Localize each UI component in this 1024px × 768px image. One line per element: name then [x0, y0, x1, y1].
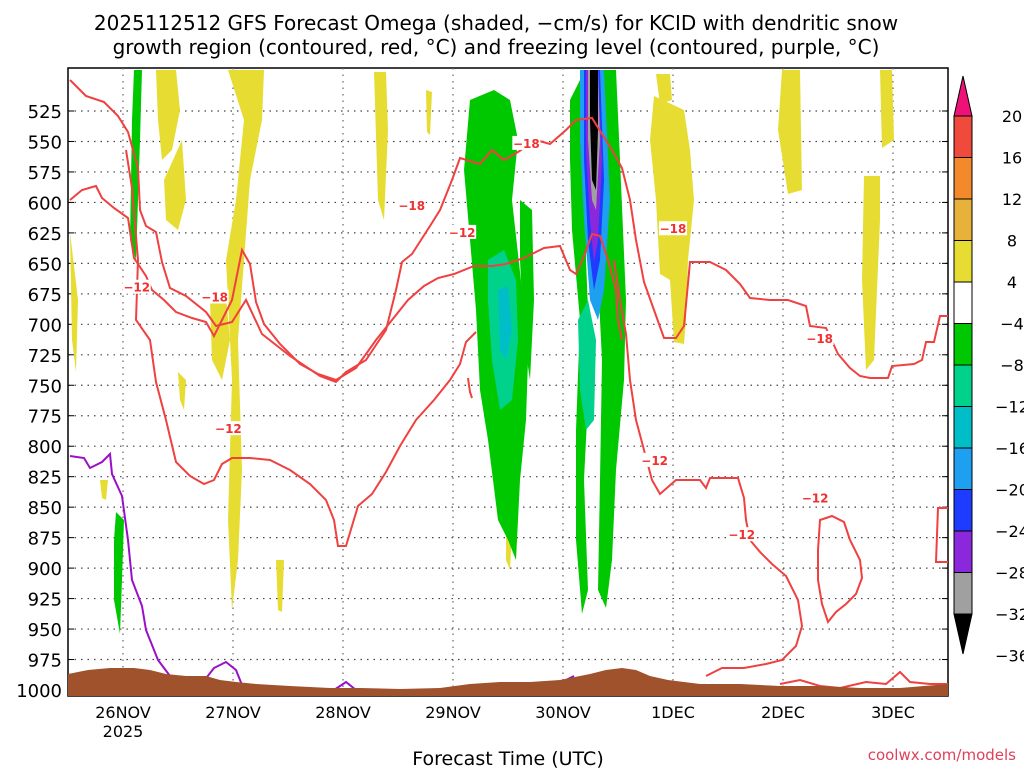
contour-label-bg	[512, 135, 541, 150]
x-tick-label: 3DEC	[871, 703, 915, 722]
watermark: coolwx.com/models	[868, 746, 1016, 764]
y-tick-label: 625	[28, 224, 62, 245]
y-tick-label: 725	[28, 346, 62, 367]
colorbar-cap-bottom	[953, 613, 973, 655]
contour-minus12-small	[467, 377, 473, 399]
contour-label-bg	[727, 527, 756, 542]
colorbar: 20 16 12 8 4 −4 −8 −12 −16 −20 −24 −28 −32 −36	[953, 75, 1024, 666]
y-tick-label: 950	[28, 620, 62, 641]
x-tick-sublabel: 2025	[103, 722, 144, 741]
y-tick-label: 975	[28, 651, 62, 672]
contour-label-bg	[640, 452, 669, 467]
contour-label-bg	[448, 224, 477, 239]
contour-label: −12	[449, 226, 476, 240]
y-tick-label: 550	[28, 132, 62, 153]
y-tick-label: 775	[28, 407, 62, 428]
y-tick-label: 675	[28, 285, 62, 306]
contour-labels: −12 −18 −12 −18 −12 −18 −18 −12 −12 −12 −18	[122, 135, 834, 542]
contour-label-bg	[659, 221, 687, 236]
y-tick-label: 650	[28, 254, 62, 275]
colorbar-label: −16	[995, 439, 1024, 458]
y-tick-label: 750	[28, 376, 62, 397]
contour-minus12-loop	[817, 514, 864, 625]
y-tick-label: 925	[28, 590, 62, 611]
colorbar-label: −20	[995, 481, 1024, 500]
contour-minus12-surface	[779, 670, 948, 690]
contour-label: −12	[123, 281, 150, 295]
contour-minus12-right	[613, 259, 804, 677]
colorbar-swatch	[953, 198, 973, 241]
contour-label: −12	[641, 454, 668, 468]
colorbar-swatch	[953, 406, 973, 449]
omega-shading	[70, 70, 894, 634]
contour-label: −18	[660, 222, 687, 236]
y-tick-label: 700	[28, 315, 62, 336]
colorbar-label: 12	[1002, 190, 1022, 209]
colorbar-label: −28	[995, 564, 1024, 583]
y-tick-label: 600	[28, 193, 62, 214]
contour-label-bg	[214, 421, 243, 436]
contour-label: −18	[513, 137, 540, 151]
colorbar-label: 4	[1007, 273, 1017, 292]
colorbar-swatch	[953, 447, 973, 490]
contour-label: −18	[201, 290, 228, 304]
contour-label: −12	[802, 492, 829, 506]
contour-label: −12	[728, 528, 755, 542]
y-tick-label: 800	[28, 437, 62, 458]
colorbar-swatch	[953, 572, 973, 615]
colorbar-label: 16	[1002, 149, 1022, 168]
colorbar-swatch	[953, 115, 973, 158]
colorbar-label: −12	[995, 398, 1024, 417]
contour-minus12-edge	[934, 507, 948, 563]
colorbar-cap-top	[953, 75, 973, 117]
x-tick-label: 1DEC	[651, 703, 695, 722]
x-tick-label: 30NOV	[535, 703, 591, 722]
x-tick-label: 28NOV	[315, 703, 371, 722]
y-axis-labels: 525 550 575 600 625 650 675 700 725 750 775 800 825 8…	[16, 102, 62, 702]
y-tick-label: 900	[28, 559, 62, 580]
colorbar-label: −24	[995, 522, 1024, 541]
contour-minus12-left	[125, 149, 477, 547]
colorbar-swatch	[953, 281, 973, 324]
freezing-level-contour	[69, 451, 575, 691]
x-tick-label: 2DEC	[761, 703, 805, 722]
contour-label: −18	[398, 199, 425, 213]
x-tick-label: 29NOV	[425, 703, 481, 722]
contour-label-bg	[805, 330, 834, 345]
chart-title-line2: growth region (contoured, red, °C) and f…	[113, 35, 880, 59]
y-tick-label: 1000	[16, 681, 62, 702]
colorbar-swatch	[953, 364, 973, 407]
ground-terrain	[68, 668, 948, 696]
x-tick-label: 27NOV	[205, 703, 261, 722]
contour-label-bg	[397, 198, 426, 213]
contour-label-bg	[801, 490, 830, 505]
colorbar-label: −32	[995, 605, 1024, 624]
chart-title-line1: 2025112512 GFS Forecast Omega (shaded, −…	[94, 11, 898, 35]
contour-label-bg	[122, 279, 151, 294]
colorbar-label: −4	[1000, 315, 1024, 334]
colorbar-label: −8	[1000, 356, 1024, 375]
y-tick-label: 575	[28, 163, 62, 184]
colorbar-label: 8	[1007, 232, 1017, 251]
y-tick-label: 525	[28, 102, 62, 123]
colorbar-swatch	[953, 489, 973, 532]
colorbar-swatch	[953, 530, 973, 573]
contour-label-bg	[200, 289, 229, 304]
x-tick-label: 26NOV	[95, 703, 151, 722]
colorbar-swatch	[953, 323, 973, 366]
colorbar-swatch	[953, 240, 973, 283]
colorbar-swatch	[953, 157, 973, 200]
y-tick-label: 875	[28, 529, 62, 550]
y-tick-label: 850	[28, 498, 62, 519]
contour-label: −12	[215, 422, 242, 436]
colorbar-label: −36	[995, 647, 1024, 666]
x-axis-title: Forecast Time (UTC)	[412, 748, 603, 768]
y-tick-label: 825	[28, 468, 62, 489]
colorbar-label: 20	[1002, 107, 1022, 126]
contour-label: −18	[806, 332, 833, 346]
